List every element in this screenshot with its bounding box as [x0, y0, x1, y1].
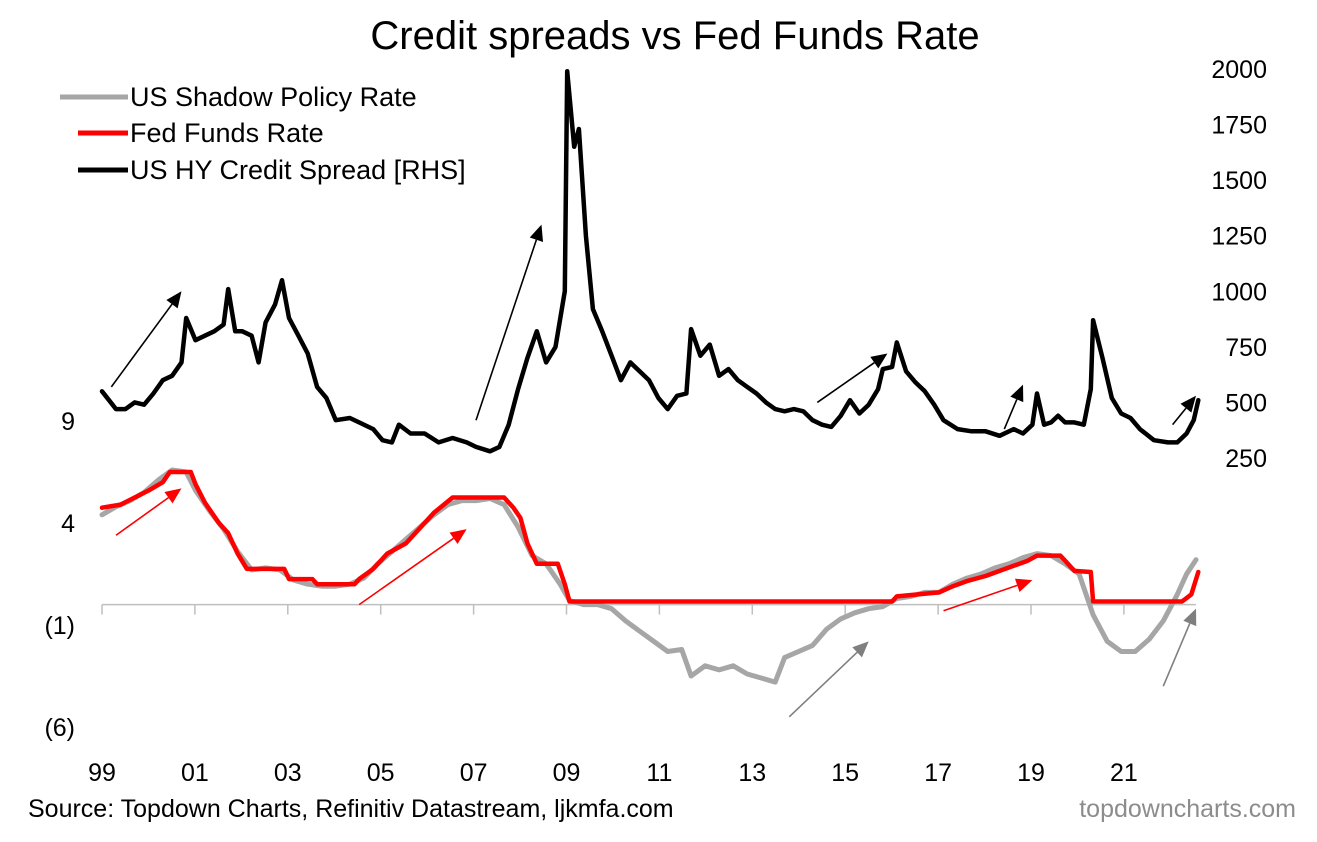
- right-axis-tick-label: 1000: [1211, 278, 1267, 306]
- left-axis-tick-label: 4: [61, 510, 75, 538]
- left-axis-tick-label: (1): [44, 612, 75, 640]
- source-note: Source: Topdown Charts, Refinitiv Datast…: [28, 795, 674, 823]
- x-tick-label: 03: [274, 759, 302, 787]
- arrow-head: [529, 224, 544, 242]
- trend-arrow: [475, 224, 544, 421]
- series-line-hy-spread: [99, 68, 1201, 454]
- legend: US Shadow Policy Rate Fed Funds Rate US …: [60, 82, 466, 185]
- x-tick-label: 19: [1017, 759, 1045, 787]
- chart-title: Credit spreads vs Fed Funds Rate: [370, 14, 979, 58]
- right-axis-tick-label: 1500: [1211, 167, 1267, 195]
- trend-arrow: [358, 529, 467, 606]
- x-tick-label: 09: [553, 759, 581, 787]
- series-line-fed-funds: [99, 469, 1201, 604]
- watermark: topdowncharts.com: [1079, 795, 1296, 823]
- x-tick-label: 13: [738, 759, 766, 787]
- left-axis-labels: 9 4 (1) (6): [44, 408, 75, 742]
- arrow-head: [1010, 384, 1024, 403]
- trend-arrow: [1162, 608, 1197, 687]
- trend-arrows: [110, 224, 1197, 718]
- trend-arrow: [816, 353, 888, 404]
- x-tick-labels: 99 01 03 05 07 09 11 13 15 17 19 21: [88, 759, 1138, 787]
- arrow-head: [1183, 608, 1197, 627]
- x-tick-label: 01: [181, 759, 209, 787]
- left-axis-tick-label: 9: [61, 408, 75, 436]
- right-axis-tick-label: 1750: [1211, 112, 1267, 140]
- right-axis-tick-label: 750: [1225, 334, 1267, 362]
- x-tick-label: 05: [367, 759, 395, 787]
- x-tick-label: 11: [646, 759, 672, 787]
- arrow-head: [166, 291, 182, 309]
- trend-arrow: [788, 641, 869, 718]
- x-tick-label: 21: [1110, 759, 1138, 787]
- trend-arrow: [1003, 384, 1024, 430]
- arrow-head: [870, 353, 888, 369]
- right-axis-tick-label: 250: [1225, 445, 1267, 473]
- trend-arrow: [115, 488, 182, 536]
- arrow-head: [164, 488, 182, 504]
- legend-label-hy-spread: US HY Credit Spread [RHS]: [130, 155, 466, 185]
- trend-arrow: [943, 578, 1033, 612]
- series-layer: [99, 68, 1201, 685]
- right-axis-tick-label: 2000: [1211, 56, 1267, 84]
- x-tick-label: 17: [924, 759, 952, 787]
- trend-arrow: [110, 291, 182, 388]
- x-tick-label: 15: [831, 759, 859, 787]
- x-tick-marks: [101, 604, 1125, 615]
- right-axis-tick-label: 500: [1225, 389, 1267, 417]
- legend-label-fed-funds: Fed Funds Rate: [130, 118, 324, 148]
- arrow-head: [449, 529, 467, 545]
- x-tick-label: 07: [460, 759, 488, 787]
- arrow-head: [1180, 395, 1196, 413]
- arrow-head: [1014, 578, 1033, 592]
- arrow-head: [852, 641, 869, 658]
- right-axis-labels: 2000 1750 1500 1250 1000 750 500 250: [1211, 56, 1267, 473]
- legend-label-shadow-rate: US Shadow Policy Rate: [130, 82, 417, 112]
- trend-arrow: [1172, 395, 1196, 426]
- x-tick-label: 99: [88, 759, 116, 787]
- right-axis-tick-label: 1250: [1211, 223, 1267, 251]
- left-axis-tick-label: (6): [44, 714, 75, 742]
